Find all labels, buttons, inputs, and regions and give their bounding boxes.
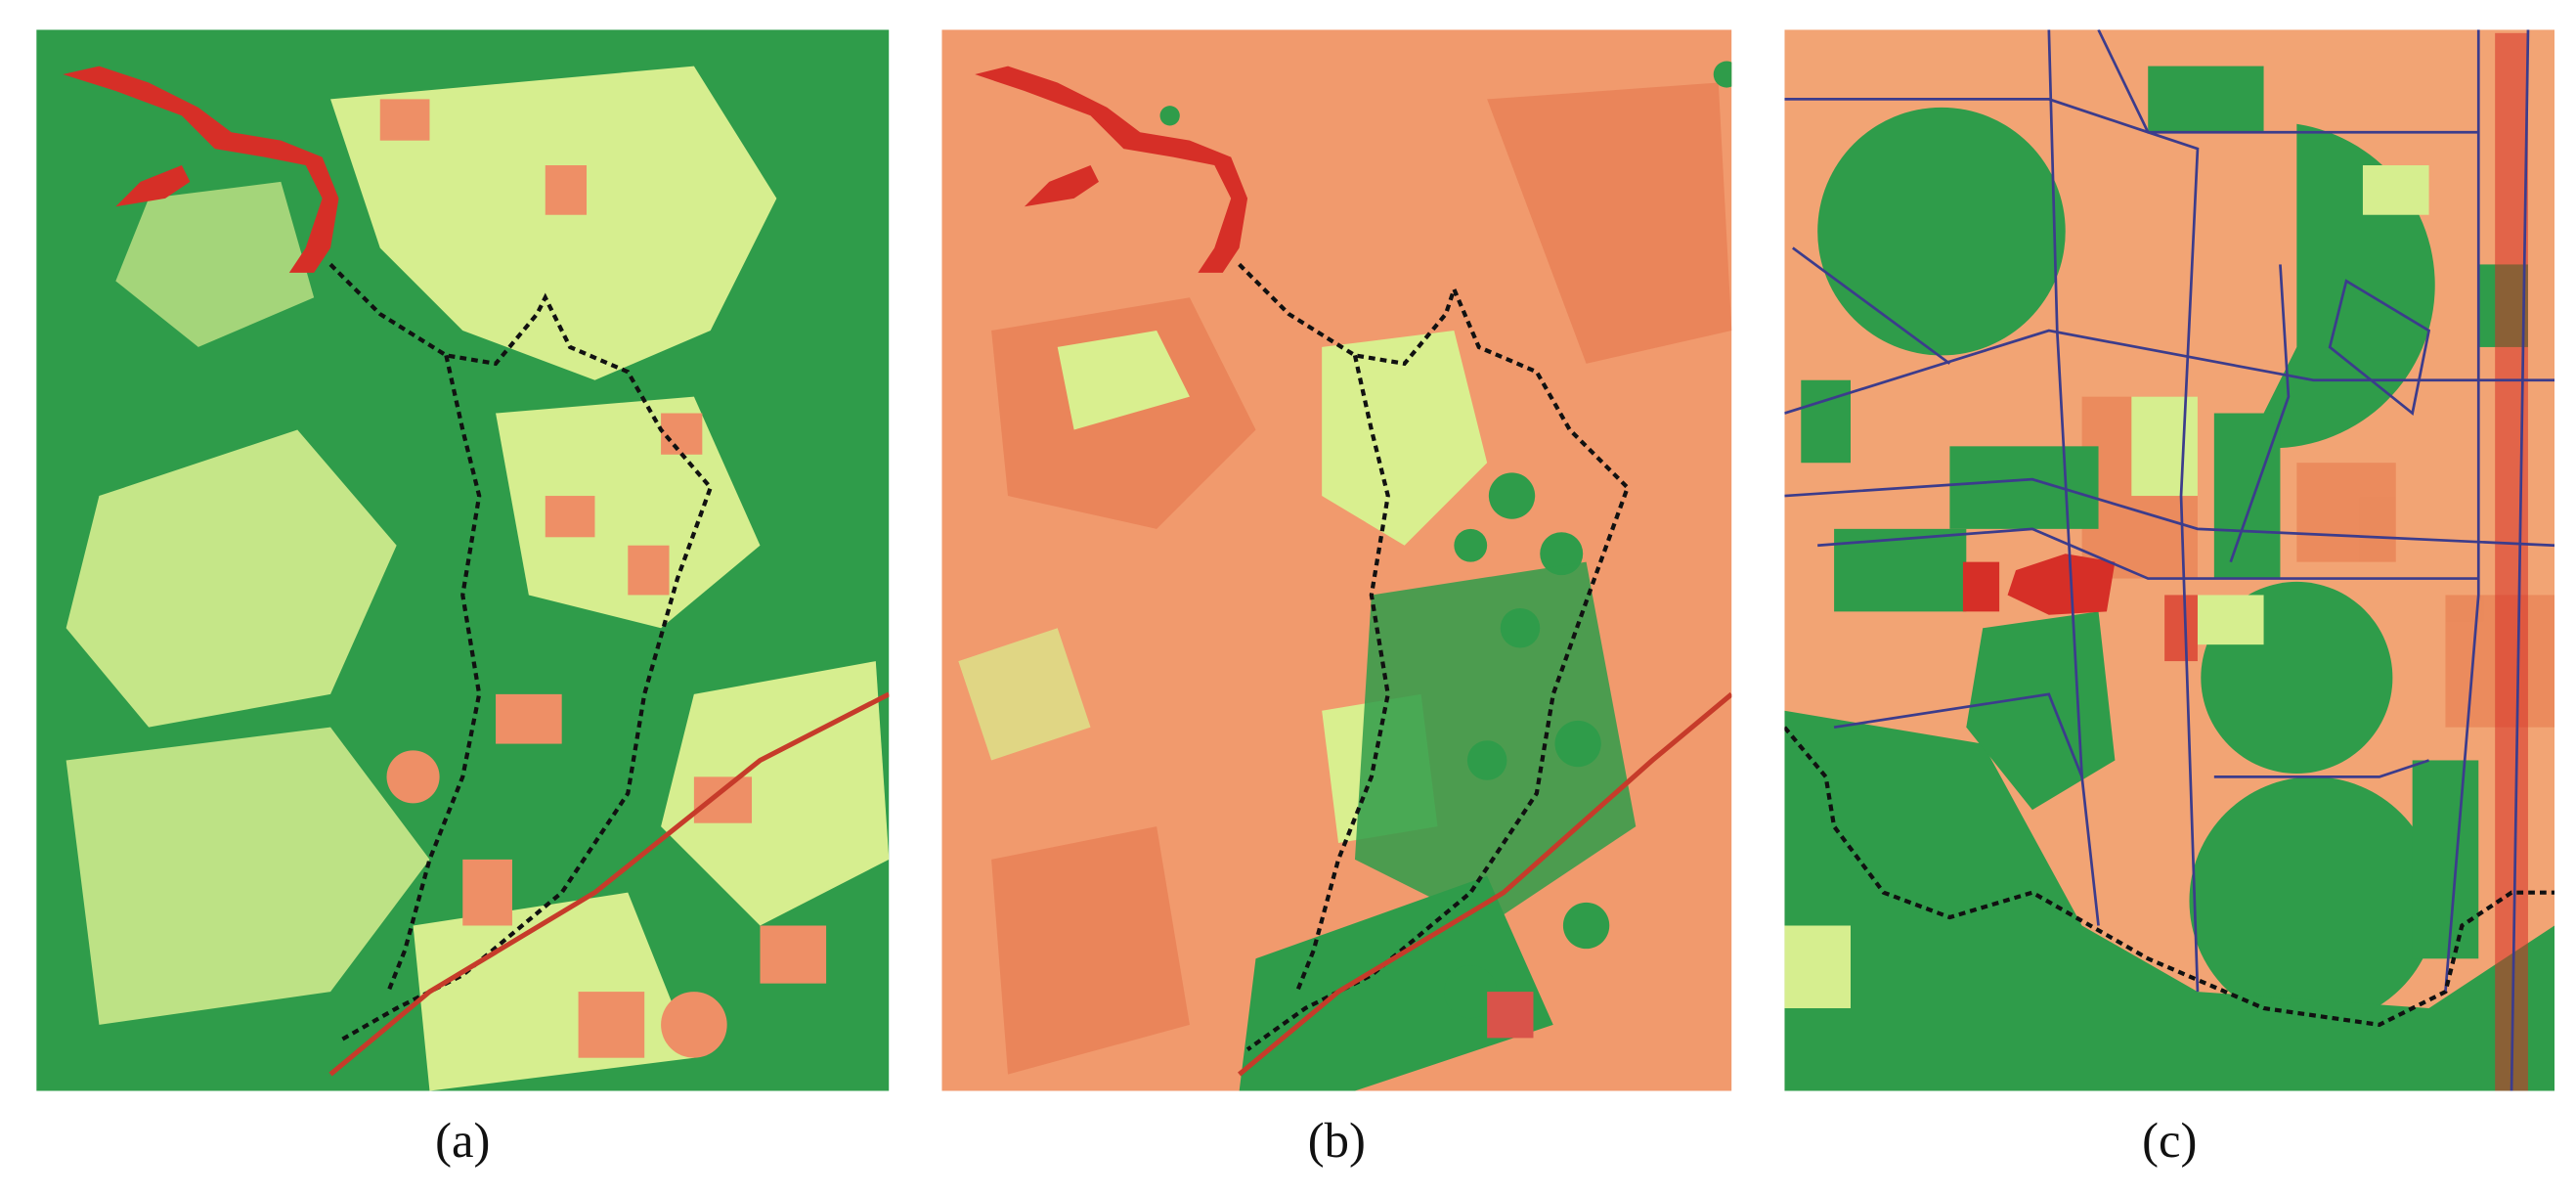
map-c (1784, 29, 2555, 1091)
panel-label: (a) (435, 1113, 490, 1168)
map-a (36, 29, 890, 1091)
panel-label: (b) (1308, 1113, 1366, 1168)
panel-label: (c) (2142, 1113, 2197, 1168)
map-b (941, 29, 1732, 1091)
